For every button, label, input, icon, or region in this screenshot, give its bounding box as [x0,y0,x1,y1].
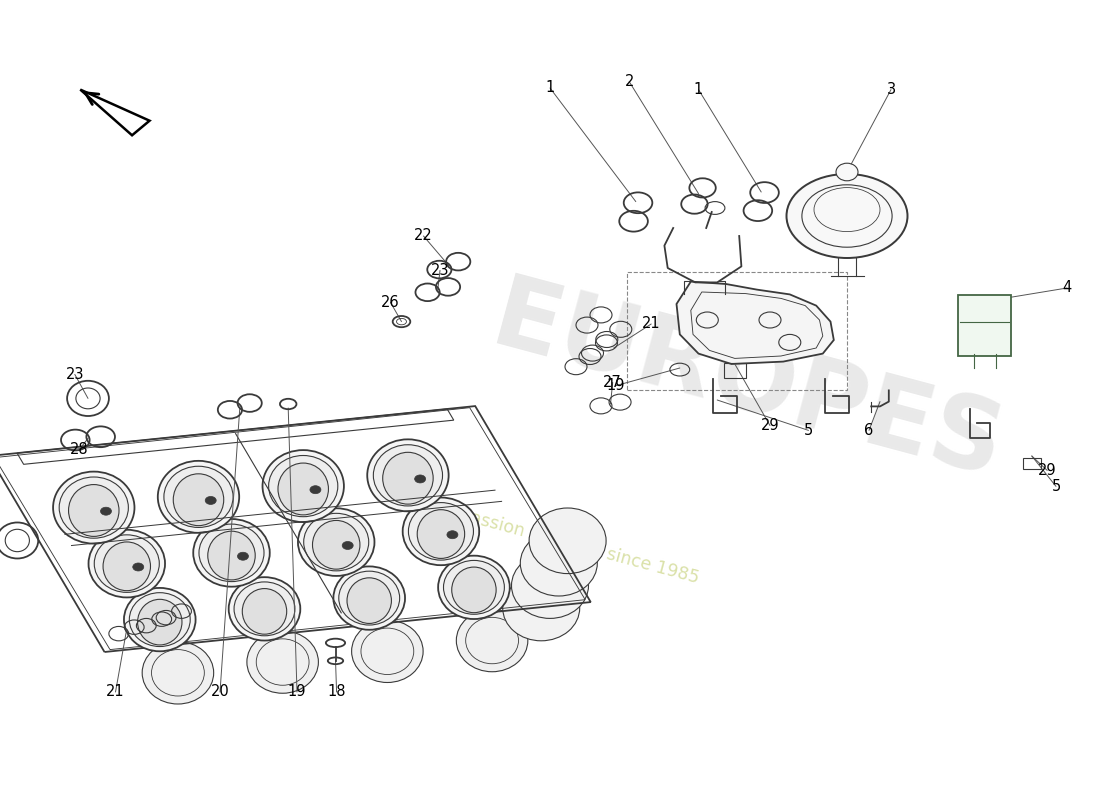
Text: 29: 29 [1038,463,1056,478]
Text: 21: 21 [642,317,660,331]
Ellipse shape [246,631,318,694]
Text: 22: 22 [414,229,433,243]
Ellipse shape [242,589,287,634]
Ellipse shape [786,174,908,258]
Text: 21: 21 [107,685,124,699]
Circle shape [206,497,217,505]
Circle shape [310,486,321,494]
Circle shape [238,552,249,560]
Text: 6: 6 [865,423,873,438]
Polygon shape [80,90,150,135]
Text: 18: 18 [328,685,345,699]
Text: 29: 29 [761,418,779,433]
Ellipse shape [512,553,588,618]
Text: 26: 26 [382,295,399,310]
Ellipse shape [53,471,134,544]
Polygon shape [676,282,834,364]
Text: 19: 19 [288,685,306,699]
Ellipse shape [59,477,129,538]
Ellipse shape [164,466,233,527]
Circle shape [447,530,458,538]
Ellipse shape [456,610,528,672]
Ellipse shape [88,530,165,598]
Text: 4: 4 [1063,281,1071,295]
Text: 19: 19 [607,378,625,393]
Ellipse shape [403,498,480,565]
Ellipse shape [229,577,300,641]
Circle shape [415,475,426,483]
Ellipse shape [333,566,405,630]
Ellipse shape [408,502,473,560]
Ellipse shape [304,514,368,571]
Ellipse shape [438,556,509,619]
Ellipse shape [138,599,182,645]
Ellipse shape [124,588,196,651]
Ellipse shape [339,571,399,625]
Text: 5: 5 [1052,479,1060,494]
Ellipse shape [194,519,270,586]
Ellipse shape [263,450,344,522]
Ellipse shape [298,508,374,576]
Text: 27: 27 [603,375,623,390]
Ellipse shape [417,510,464,558]
Ellipse shape [346,578,392,623]
Ellipse shape [383,452,433,504]
Ellipse shape [68,485,119,536]
Circle shape [342,542,353,550]
Ellipse shape [103,542,151,590]
Ellipse shape [268,455,338,517]
Ellipse shape [199,524,264,582]
Ellipse shape [142,642,213,704]
Ellipse shape [174,474,223,526]
Ellipse shape [157,461,239,533]
Ellipse shape [367,439,449,511]
Text: 1: 1 [694,82,703,97]
Ellipse shape [278,463,329,515]
Text: 3: 3 [887,82,895,97]
Circle shape [133,563,144,571]
Ellipse shape [443,561,505,614]
Ellipse shape [373,445,442,506]
Bar [724,363,746,378]
Ellipse shape [503,575,580,641]
Text: 20: 20 [210,685,230,699]
Ellipse shape [520,530,597,596]
Text: 5: 5 [804,423,813,438]
Ellipse shape [130,593,190,646]
Ellipse shape [208,531,255,580]
Text: 23: 23 [431,263,449,278]
Text: a passion for parts since 1985: a passion for parts since 1985 [442,502,702,586]
Bar [1023,458,1041,469]
Ellipse shape [234,582,295,636]
Ellipse shape [836,163,858,181]
Ellipse shape [95,535,160,592]
Text: 28: 28 [70,442,88,457]
Ellipse shape [352,620,424,682]
Ellipse shape [312,521,360,569]
Ellipse shape [529,508,606,574]
Text: 23: 23 [66,367,84,382]
FancyBboxPatch shape [958,295,1011,356]
Text: EUROPES: EUROPES [482,270,1014,498]
Text: 2: 2 [625,74,634,89]
Circle shape [100,507,111,515]
Ellipse shape [452,567,496,613]
Text: 1: 1 [546,81,554,95]
